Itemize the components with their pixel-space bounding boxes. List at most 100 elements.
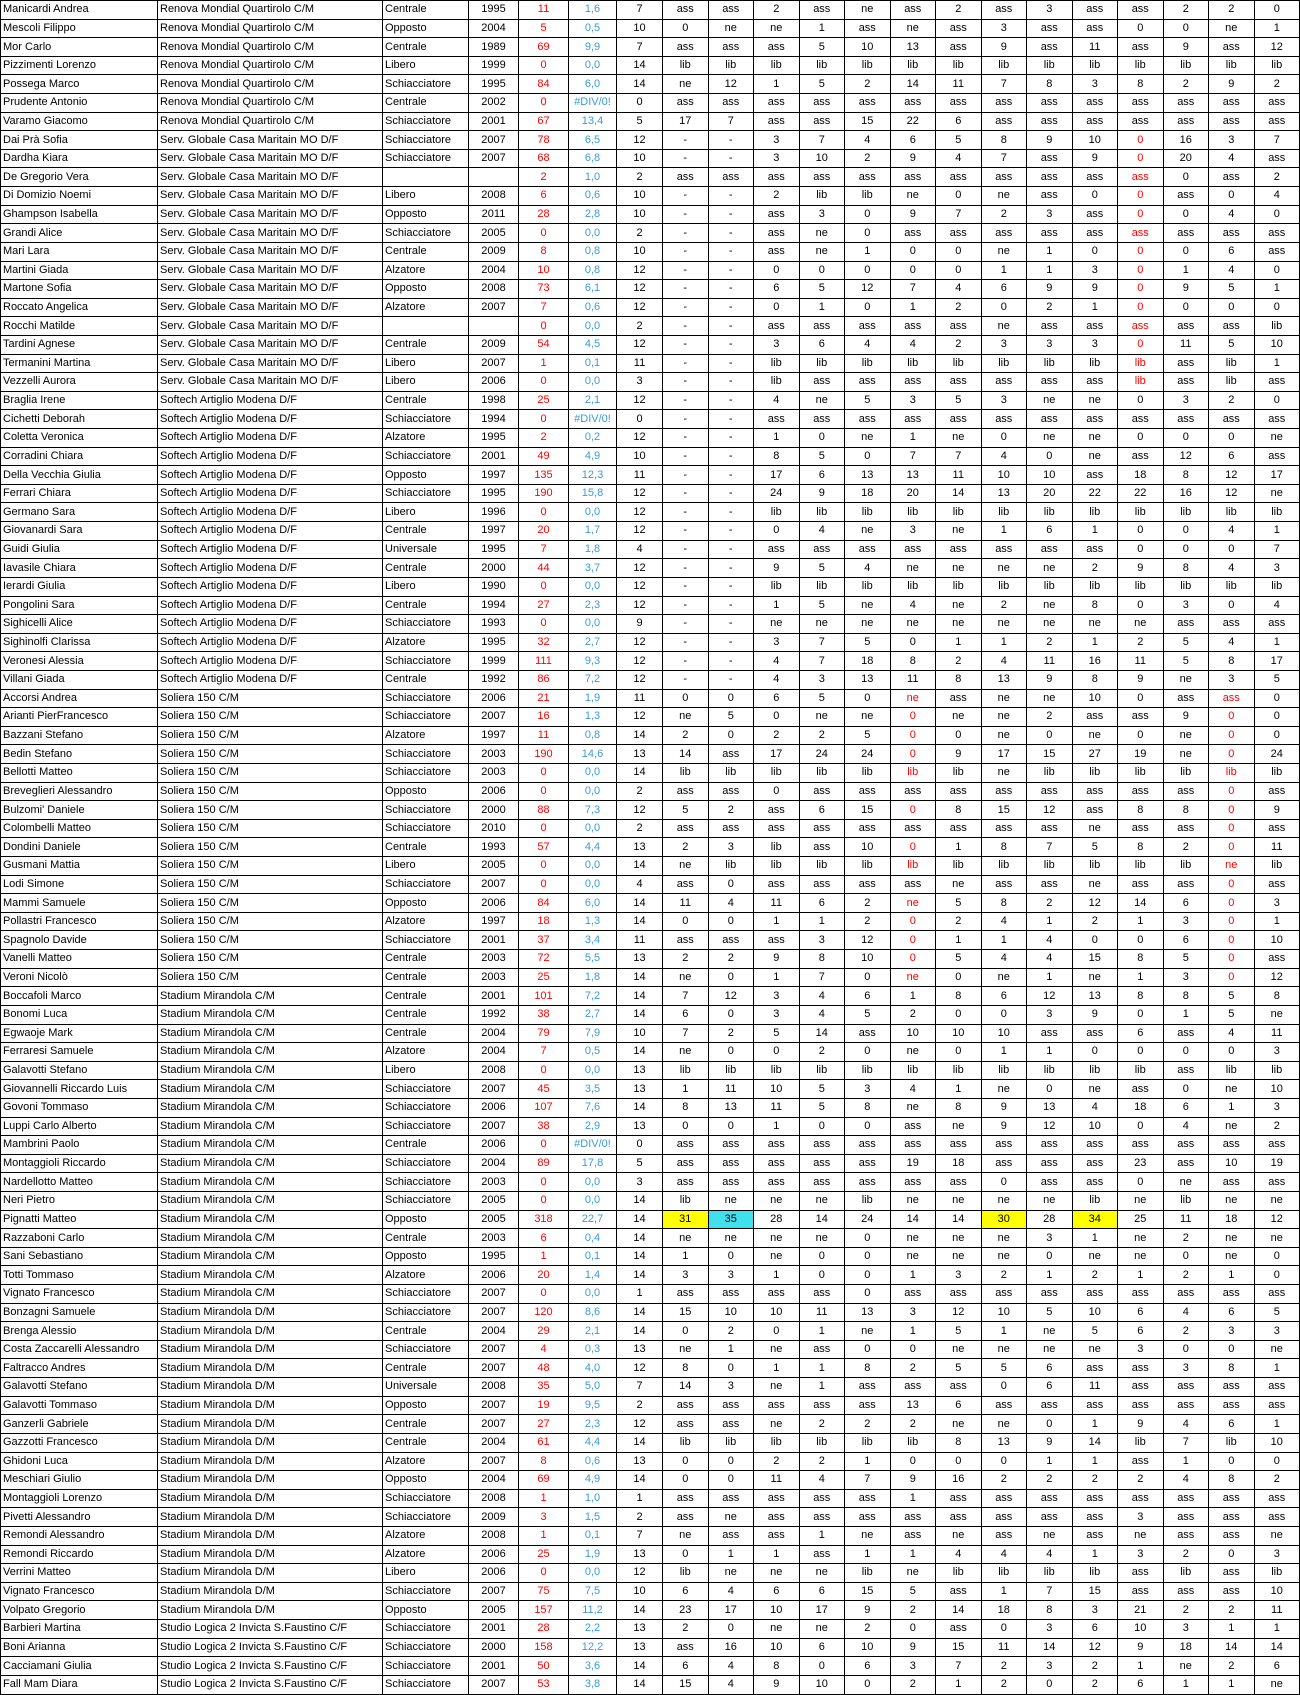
role-cell[interactable]: Schiacciatore <box>382 1079 469 1099</box>
role-cell[interactable]: Schiacciatore <box>382 1284 469 1304</box>
year-cell[interactable]: 2005 <box>468 1600 519 1621</box>
matches-count-cell[interactable]: 13 <box>616 1619 663 1639</box>
year-cell[interactable]: 2008 <box>468 1060 519 1081</box>
match-value-cell[interactable]: ne <box>1208 18 1255 39</box>
match-value-cell[interactable]: 13 <box>980 483 1027 504</box>
match-value-cell[interactable]: ass <box>844 874 891 895</box>
match-value-cell[interactable]: 5 <box>1253 669 1300 690</box>
match-value-cell[interactable]: ass <box>753 930 800 951</box>
match-value-cell[interactable]: - <box>707 334 754 355</box>
match-value-cell[interactable]: 2 <box>1026 1470 1073 1490</box>
match-value-cell[interactable]: 4 <box>1162 1470 1209 1490</box>
match-value-cell[interactable]: ass <box>1162 1507 1209 1527</box>
matches-count-cell[interactable]: 12 <box>616 279 663 299</box>
average-cell[interactable]: 3,7 <box>568 558 617 578</box>
total-cell[interactable]: 16 <box>518 707 569 727</box>
average-cell[interactable]: 7,5 <box>568 1581 617 1602</box>
matches-count-cell[interactable]: 14 <box>616 1246 663 1267</box>
player-name-cell[interactable]: Ghampson Isabella <box>0 204 158 225</box>
year-cell[interactable]: 1995 <box>468 428 519 448</box>
year-cell[interactable]: 2007 <box>468 1414 519 1434</box>
match-value-cell[interactable]: 17 <box>753 465 800 485</box>
match-value-cell[interactable]: lib <box>1208 1060 1255 1081</box>
match-value-cell[interactable]: ass <box>1117 446 1164 467</box>
match-value-cell[interactable]: 6 <box>1026 1377 1073 1397</box>
match-value-cell[interactable]: 7 <box>798 651 845 671</box>
matches-count-cell[interactable]: 5 <box>616 111 663 132</box>
match-value-cell[interactable]: - <box>707 428 754 448</box>
matches-count-cell[interactable]: 2 <box>616 781 663 802</box>
total-cell[interactable]: 29 <box>518 1321 569 1341</box>
match-value-cell[interactable]: - <box>707 576 754 597</box>
match-value-cell[interactable]: 3 <box>1117 1544 1164 1565</box>
match-value-cell[interactable]: - <box>662 316 709 336</box>
year-cell[interactable]: 2007 <box>468 148 519 169</box>
match-value-cell[interactable]: 16 <box>1071 651 1118 671</box>
team-cell[interactable]: Soliera 150 C/M <box>157 967 383 988</box>
match-value-cell[interactable]: ne <box>935 614 982 634</box>
player-name-cell[interactable]: Della Vecchia Giulia <box>0 465 158 485</box>
match-value-cell[interactable]: ass <box>1071 1172 1118 1192</box>
match-value-cell[interactable]: ass <box>1162 1581 1209 1602</box>
match-value-cell[interactable]: ass <box>707 1172 754 1192</box>
match-value-cell[interactable]: 12 <box>1253 1209 1300 1230</box>
match-value-cell[interactable]: 11 <box>1117 651 1164 671</box>
match-value-cell[interactable]: lib <box>844 186 891 206</box>
matches-count-cell[interactable]: 7 <box>616 1377 663 1397</box>
match-value-cell[interactable]: 9 <box>1026 130 1073 150</box>
match-value-cell[interactable]: 5 <box>935 949 982 969</box>
match-value-cell[interactable]: 1 <box>844 1544 891 1565</box>
match-value-cell[interactable]: ass <box>798 167 845 188</box>
match-value-cell[interactable]: ass <box>1026 818 1073 839</box>
match-value-cell[interactable]: 2 <box>707 1023 754 1044</box>
match-value-cell[interactable]: 7 <box>1253 130 1300 150</box>
average-cell[interactable]: 1,4 <box>568 1265 617 1286</box>
matches-count-cell[interactable]: 12 <box>616 1358 663 1379</box>
match-value-cell[interactable]: ass <box>844 1135 891 1155</box>
average-cell[interactable]: 1,8 <box>568 539 617 560</box>
player-name-cell[interactable]: Termanini Martina <box>0 353 158 374</box>
match-value-cell[interactable]: ass <box>889 1525 936 1546</box>
match-value-cell[interactable]: lib <box>980 576 1027 597</box>
match-value-cell[interactable]: ass <box>1117 1377 1164 1397</box>
match-value-cell[interactable]: 0 <box>980 1004 1027 1025</box>
matches-count-cell[interactable]: 14 <box>616 1600 663 1621</box>
team-cell[interactable]: Serv. Globale Casa Maritain MO D/F <box>157 241 383 262</box>
match-value-cell[interactable]: ass <box>1253 781 1300 802</box>
match-value-cell[interactable]: 13 <box>889 465 936 485</box>
match-value-cell[interactable]: ass <box>798 1135 845 1155</box>
matches-count-cell[interactable]: 7 <box>616 0 663 20</box>
match-value-cell[interactable]: 5 <box>798 595 845 616</box>
role-cell[interactable]: Alzatore <box>382 632 469 653</box>
match-value-cell[interactable]: 0 <box>1026 1414 1073 1434</box>
total-cell[interactable]: 89 <box>518 1153 569 1174</box>
match-value-cell[interactable]: 1 <box>1117 1265 1164 1286</box>
match-value-cell[interactable]: 4 <box>1208 148 1255 169</box>
match-value-cell[interactable]: 9 <box>1253 800 1300 820</box>
total-cell[interactable]: 190 <box>518 483 569 504</box>
match-value-cell[interactable]: 4 <box>844 130 891 150</box>
match-value-cell[interactable]: 16 <box>1162 483 1209 504</box>
role-cell[interactable]: Opposto <box>382 1246 469 1267</box>
match-value-cell[interactable]: 9 <box>1117 1637 1164 1658</box>
player-name-cell[interactable]: Gazzotti Francesco <box>0 1432 158 1453</box>
match-value-cell[interactable]: ass <box>1253 446 1300 467</box>
match-value-cell[interactable]: 10 <box>1253 1079 1300 1099</box>
match-value-cell[interactable]: 0 <box>1253 1451 1300 1472</box>
match-value-cell[interactable]: - <box>662 446 709 467</box>
match-value-cell[interactable]: 9 <box>753 558 800 578</box>
match-value-cell[interactable]: lib <box>1253 502 1300 523</box>
match-value-cell[interactable]: 10 <box>844 37 891 57</box>
match-value-cell[interactable]: 1 <box>1253 1414 1300 1434</box>
match-value-cell[interactable]: 9 <box>1026 1432 1073 1453</box>
match-value-cell[interactable]: ass <box>1208 1507 1255 1527</box>
match-value-cell[interactable]: 2 <box>889 1414 936 1434</box>
player-name-cell[interactable]: Vanelli Matteo <box>0 949 158 969</box>
match-value-cell[interactable]: lib <box>1071 1563 1118 1583</box>
match-value-cell[interactable]: lib <box>889 502 936 523</box>
match-value-cell[interactable]: 1 <box>980 521 1027 541</box>
match-value-cell[interactable]: ass <box>935 316 982 336</box>
match-value-cell[interactable]: ass <box>707 93 754 113</box>
match-value-cell[interactable]: 8 <box>753 1656 800 1676</box>
average-cell[interactable]: 0,1 <box>568 353 617 374</box>
